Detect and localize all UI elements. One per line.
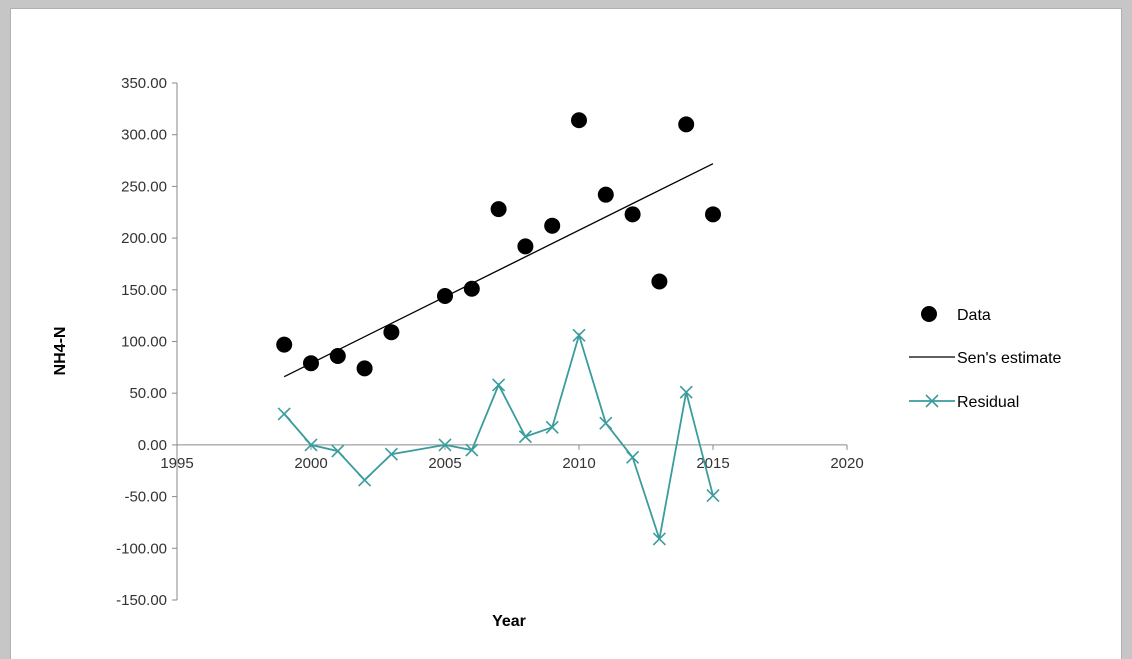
residual-point (572, 328, 586, 342)
chart-svg: 350.00 300.00 250.00 200.00 150.00 100.00 50.0… (52, 75, 1062, 630)
residual-point (384, 447, 398, 461)
data-point (517, 238, 534, 255)
residual-point (599, 416, 613, 430)
x-tick-label: 1995 (160, 455, 193, 472)
y-tick-label: 50.00 (129, 385, 167, 402)
legend: Data Sen's estimate Residual (909, 306, 1062, 411)
y-tick-label: -100.00 (116, 540, 167, 557)
x-marker-stroke (384, 447, 398, 461)
legend-data-marker (921, 306, 937, 322)
data-point (651, 273, 668, 290)
legend-label: Data (957, 307, 991, 324)
y-tick-label: 0.00 (138, 437, 167, 454)
y-tick-label: 100.00 (121, 334, 167, 351)
residual-point (706, 489, 720, 503)
y-tick-label: 200.00 (121, 230, 167, 247)
data-point (597, 186, 614, 203)
y-tick-label: 150.00 (121, 282, 167, 299)
residual-point (679, 385, 693, 399)
residual-point (626, 450, 640, 464)
x-tick-label: 2000 (294, 455, 327, 472)
sens-estimate-line (283, 163, 714, 378)
data-point (490, 201, 507, 218)
residual-point (652, 532, 666, 546)
series-layer (276, 112, 721, 546)
x-marker-stroke (679, 385, 693, 399)
x-tick-label: 2020 (830, 455, 863, 472)
residual-point (438, 438, 452, 452)
x-marker-stroke (545, 420, 559, 434)
x-marker-stroke (599, 416, 613, 430)
residual-point (465, 443, 479, 457)
data-point (571, 112, 587, 129)
x-marker-stroke (438, 438, 452, 452)
x-tick-label: 2010 (562, 455, 595, 472)
data-point (276, 336, 293, 353)
x-axis-title: Year (492, 613, 526, 630)
x-marker-stroke (626, 450, 640, 464)
legend-label: Sen's estimate (957, 350, 1062, 367)
residual-point (277, 407, 291, 421)
y-tick-label: 300.00 (121, 127, 167, 144)
data-point (383, 324, 400, 341)
x-marker-stroke (304, 438, 318, 452)
x-marker-stroke (572, 328, 586, 342)
residual-point (545, 420, 559, 434)
x-marker-stroke (465, 443, 479, 457)
data-point (544, 217, 561, 234)
legend-label: Residual (957, 394, 1019, 411)
data-point (356, 360, 373, 377)
y-tick-label: 250.00 (121, 178, 167, 195)
y-tick-label: 350.00 (121, 75, 167, 92)
residual-point (492, 378, 506, 392)
x-marker-stroke (492, 378, 506, 392)
axes: 350.00 300.00 250.00 200.00 150.00 100.00 50.0… (116, 75, 864, 609)
y-tick-label: -150.00 (116, 592, 167, 609)
data-point (437, 288, 453, 305)
data-point (678, 116, 695, 133)
x-marker-stroke (925, 394, 939, 408)
legend-residual-marker (925, 394, 939, 408)
x-marker-stroke (358, 473, 372, 487)
chart-area: 350.00 300.00 250.00 200.00 150.00 100.00 50.0… (10, 8, 1122, 659)
x-marker-stroke (518, 430, 532, 444)
residual-point (304, 438, 318, 452)
residual-point (331, 444, 345, 458)
data-point (624, 206, 641, 223)
x-tick-label: 2005 (428, 455, 461, 472)
y-axis-title: NH4-N (52, 327, 69, 376)
x-marker-stroke (331, 444, 345, 458)
residual-point (518, 430, 532, 444)
y-tick-label: -50.00 (124, 489, 167, 506)
data-point (705, 206, 721, 223)
x-marker-stroke (706, 489, 720, 503)
residual-point (358, 473, 372, 487)
x-marker-stroke (277, 407, 291, 421)
x-tick-label: 2015 (696, 455, 729, 472)
x-marker-stroke (652, 532, 666, 546)
residual-line (283, 332, 714, 540)
